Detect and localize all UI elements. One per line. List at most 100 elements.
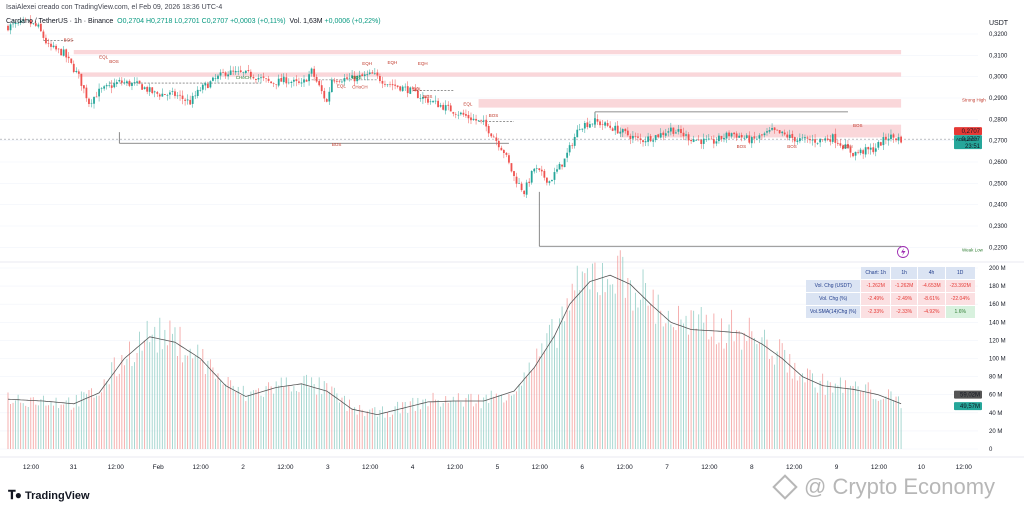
candle-body [753,136,756,139]
candle-body [212,77,214,81]
candle-body [675,132,677,134]
candle-body [882,137,885,146]
candle-body [480,119,483,121]
candle-body [492,136,495,138]
candle-body [300,82,303,84]
candle-body [17,22,20,24]
candle-body [141,84,143,90]
candle-body [867,147,870,150]
candle-body [657,134,660,138]
high-value: H0,2718 [145,18,173,25]
candle-body [672,127,675,134]
candle-body [568,145,571,153]
candle-body [37,24,40,27]
candle-body [545,177,548,183]
candle-body [103,86,106,89]
structure-label: CHoCH [236,75,252,80]
candle-body [677,129,680,132]
candle-body [626,130,629,136]
structure-label: BOS [737,144,747,149]
candle-body [336,81,338,82]
candle-body [616,125,619,134]
candle-body [265,78,267,80]
candle-body [234,70,237,73]
candle-body [260,77,262,79]
candle-body [323,90,326,99]
candle-body [725,132,728,139]
candle-body [735,133,738,138]
candle-body [437,100,439,108]
candle-body [885,136,887,140]
lightning-icon[interactable] [897,246,909,258]
candle-body [411,87,414,89]
candle-body [639,138,642,140]
candle-body [571,145,574,147]
candle-body [730,133,733,137]
candle-body [290,81,293,83]
table-cell: -8.61% [918,293,945,305]
row-label: Vol.SMA(14)Chg (%) [806,306,861,318]
candle-body [201,84,204,90]
candle-body [346,77,348,79]
price-tick-label: 0,2600 [989,160,1008,166]
candle-body [368,72,371,74]
structure-label: EQL [99,55,109,60]
candle-body [576,129,579,138]
candle-body [151,87,154,94]
candle-body [821,139,824,141]
supply-demand-zones [73,50,902,138]
candle-body [604,122,606,126]
candle-body [247,70,250,72]
candle-body [100,88,103,90]
candle-body [318,81,321,86]
candle-body [824,138,827,141]
candle-body [695,139,698,141]
candle-body [267,78,270,81]
open-value: O0,2704 [117,18,145,25]
candle-body [515,176,518,184]
candle-body [654,135,657,141]
candle-body [406,86,409,94]
candle-body [348,77,351,79]
volume-tick-label: 0 [989,447,993,453]
candle-body [280,78,283,82]
candle-body [338,81,341,82]
candle-body [227,74,230,77]
time-tick-label: 12:00 [362,464,379,471]
candle-body [153,91,156,93]
time-tick-label: 12:00 [23,464,40,471]
candle-body [697,139,700,141]
candle-body [862,150,865,154]
candle-body [520,183,523,191]
candle-body [133,81,136,83]
candle-body [361,74,364,77]
candle-body [710,138,713,140]
candle-body [900,136,902,143]
candle-body [872,147,875,153]
symbol-name[interactable]: Cardano / TetherUS · 1h · Binance [6,18,114,25]
candle-body [685,134,687,136]
change-value: +0,0003 (+0,11%) [230,18,286,25]
candle-body [540,169,543,172]
candle-body [166,95,169,96]
volume-tick-label: 160 M [989,302,1006,308]
candle-body [57,48,60,50]
candle-body [533,168,536,172]
candle-body [669,127,672,132]
candle-body [138,80,141,84]
table-cell: -4.653M [918,280,945,292]
candle-body [497,140,500,148]
structure-label: BOS [787,144,797,149]
table-header-row: Chart: 1h 1h 4h 1D [806,267,975,279]
candle-body [189,99,192,105]
candle-body [252,77,255,79]
candle-body [315,76,318,82]
currency-label[interactable]: USDT [989,20,1009,27]
candle-body [343,77,346,82]
tradingview-logo[interactable]: 𝐓● TradingView [8,488,90,503]
candle-body [330,79,333,93]
row-label: Vol. Chg (USDT) [806,280,861,292]
candle-body [432,101,434,103]
